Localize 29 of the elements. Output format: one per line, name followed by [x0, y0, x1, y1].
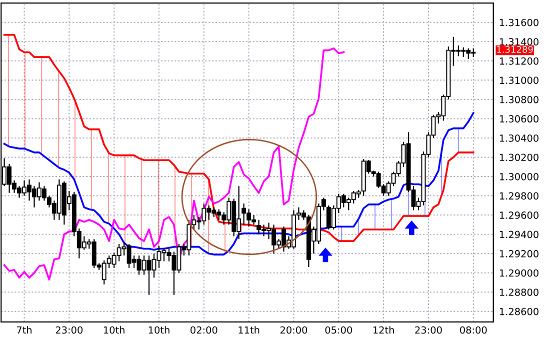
- x-tick-label: 20:00: [280, 326, 308, 334]
- y-tick-label: 1.29000: [500, 269, 538, 277]
- y-tick-label: 1.30400: [500, 134, 538, 142]
- y-tick-label: 1.30000: [500, 172, 538, 180]
- y-tick-label: 1.29200: [500, 250, 538, 258]
- x-tick-label: 02:00: [190, 326, 218, 334]
- x-tick-label: 08:00: [460, 326, 487, 334]
- line-series: [3, 47, 345, 280]
- y-tick-label: 1.30600: [500, 115, 538, 123]
- y-tick-label: 1.28600: [500, 308, 538, 316]
- y-tick-label: 1.31000: [500, 76, 538, 84]
- text: 1.31289: [497, 46, 533, 53]
- x-tick-label: 23:00: [415, 326, 442, 334]
- x-tick-label: 23:00: [56, 326, 83, 334]
- x-tick-label: 12th: [373, 326, 394, 334]
- y-tick-label: 1.29600: [500, 212, 538, 219]
- y-tick-label: 1.28800: [500, 288, 538, 296]
- x-tick-label: 11th: [238, 326, 260, 334]
- x-tick-label: 05:00: [325, 326, 352, 334]
- y-tick-label: 1.31400: [500, 38, 538, 46]
- y-tick-label: 1.31600: [500, 18, 538, 26]
- x-tick-label: 10th: [148, 326, 170, 334]
- x-tick-label: 10th: [104, 326, 124, 334]
- y-tick-label: 1.29400: [500, 230, 538, 238]
- y-tick-label: 1.30200: [500, 154, 538, 162]
- y-tick-label: 1.31200: [500, 57, 538, 65]
- y-tick-label: 1.30800: [500, 96, 538, 104]
- y-tick-label: 1.29800: [500, 192, 538, 200]
- x-tick-label: 7th: [16, 326, 32, 334]
